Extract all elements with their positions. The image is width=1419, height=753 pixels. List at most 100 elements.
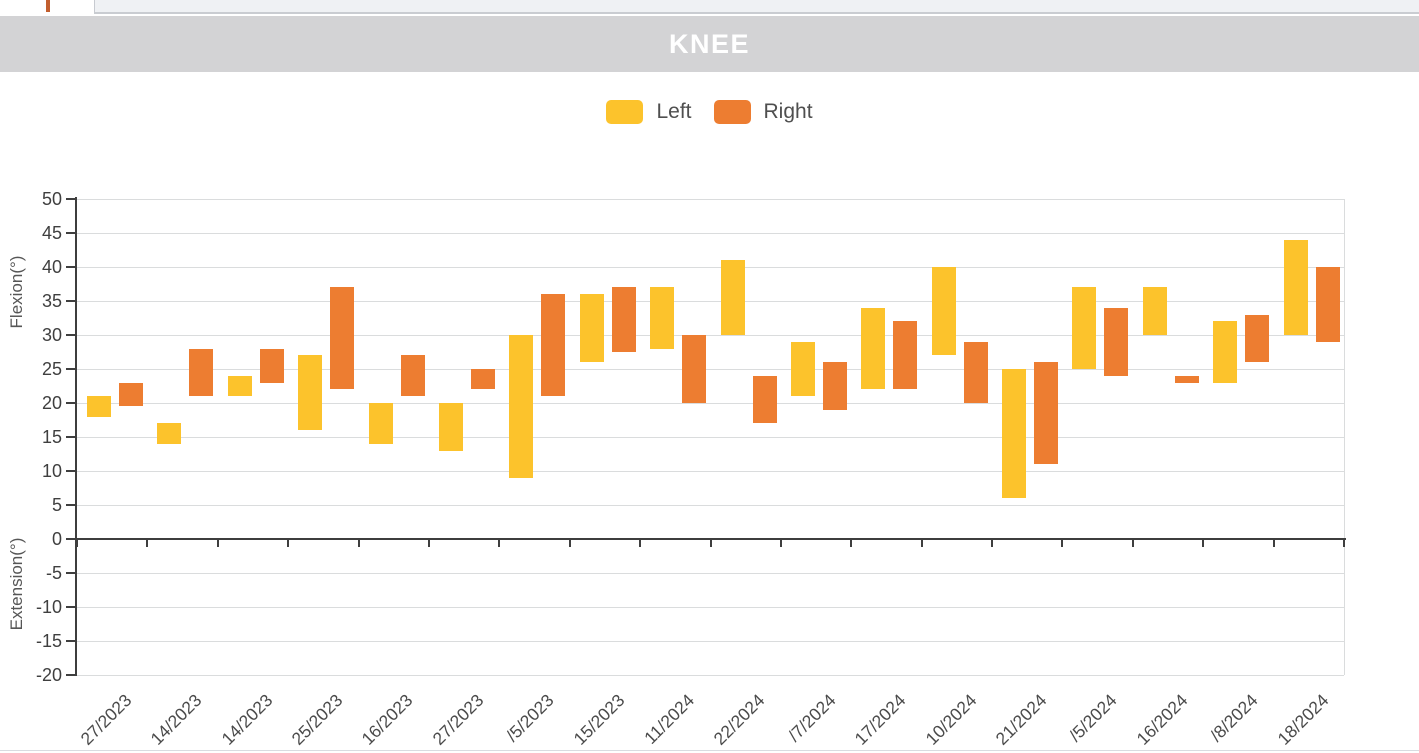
bar-left-10	[720, 260, 745, 335]
x-category-label: 27/2023	[428, 690, 488, 749]
page-bottom-divider	[0, 750, 1419, 751]
legend-swatch-right	[713, 99, 751, 124]
bar-right-12	[893, 321, 918, 390]
bar-left-6	[438, 403, 463, 451]
y-tick-0	[66, 538, 75, 540]
x-category-label: 22/2024	[709, 690, 769, 749]
gridline-5	[77, 505, 1344, 506]
y-axis-title-flexion: Flexion(°)	[7, 255, 26, 329]
browser-chrome	[0, 0, 1419, 15]
bar-left-9	[650, 287, 675, 349]
bar-right-15	[1104, 307, 1129, 376]
x-category-label: 18/2024	[1273, 690, 1332, 749]
y-tick-label: -15	[35, 631, 62, 651]
gridline-15	[77, 437, 1344, 438]
gridline-35	[77, 301, 1344, 302]
x-tick	[1131, 540, 1134, 547]
y-tick-5	[66, 504, 75, 506]
gridline-40	[77, 267, 1344, 268]
y-tick-label: 45	[41, 223, 62, 243]
y-tick-40	[66, 266, 75, 268]
x-category-label: /5/2024	[1065, 690, 1121, 746]
legend-item-right[interactable]: Right	[713, 99, 813, 124]
gridline-30	[77, 335, 1344, 336]
x-category-label: 14/2023	[217, 690, 277, 749]
gridline--5	[77, 573, 1344, 574]
x-category-label: 15/2023	[569, 690, 629, 749]
bar-left-14	[1002, 369, 1027, 499]
page-title: KNEE	[668, 29, 750, 59]
x-tick	[216, 540, 219, 547]
bar-right-3	[259, 348, 284, 383]
x-category-label: 27/2023	[76, 690, 136, 749]
gridline-45	[77, 233, 1344, 234]
y-tick-45	[66, 232, 75, 234]
bar-right-17	[1245, 314, 1270, 363]
bar-left-7	[509, 335, 534, 478]
gridline-20	[77, 403, 1344, 404]
bar-right-9	[682, 335, 707, 403]
bar-right-18	[1315, 267, 1340, 342]
y-tick-20	[66, 402, 75, 404]
bar-left-11	[790, 341, 815, 397]
x-axis-line	[75, 538, 1346, 540]
chart-legend: Left Right	[0, 99, 1419, 124]
x-category-label: 16/2024	[1132, 690, 1192, 749]
legend-item-left[interactable]: Left	[606, 99, 692, 124]
x-tick	[76, 540, 78, 547]
bar-right-13	[963, 341, 988, 403]
y-tick-label: 5	[51, 495, 62, 515]
x-tick	[146, 540, 149, 547]
x-tick	[920, 540, 923, 547]
x-tick	[779, 540, 782, 547]
x-tick	[991, 540, 994, 547]
y-tick-label: 30	[41, 325, 62, 345]
chart-title-bar: KNEE	[0, 16, 1419, 72]
browser-toolbar[interactable]	[94, 0, 1419, 14]
x-tick	[639, 540, 642, 547]
bar-left-16	[1142, 287, 1167, 335]
y-tick-label: 0	[51, 529, 62, 549]
x-tick	[568, 540, 571, 547]
x-tick	[287, 540, 290, 547]
y-tick-label: 20	[41, 393, 62, 413]
y-tick--15	[66, 640, 75, 642]
y-tick--20	[66, 674, 75, 676]
plot-right-border	[1344, 199, 1345, 675]
x-tick	[1061, 540, 1064, 547]
y-tick-10	[66, 470, 75, 472]
bar-right-1	[119, 382, 143, 407]
tab-favicon-icon	[46, 0, 50, 12]
bar-right-11	[822, 362, 847, 410]
x-tick	[427, 540, 430, 547]
x-category-label: 21/2024	[991, 690, 1051, 749]
x-tick	[850, 540, 853, 547]
x-category-label: 14/2023	[146, 690, 206, 749]
x-category-label: 17/2024	[850, 690, 910, 749]
y-tick-35	[66, 300, 75, 302]
x-tick	[709, 540, 712, 547]
bar-left-1	[87, 396, 111, 417]
y-tick-label: 40	[41, 257, 62, 277]
y-tick-label: 15	[41, 427, 62, 447]
gridline--15	[77, 641, 1344, 642]
bar-left-13	[931, 267, 956, 356]
bar-right-10	[752, 375, 777, 424]
y-tick-label: -20	[35, 665, 62, 685]
legend-label: Right	[763, 99, 813, 123]
x-category-label: /5/2023	[502, 690, 558, 746]
y-tick-25	[66, 368, 75, 370]
bar-left-15	[1072, 287, 1097, 369]
x-category-label: /8/2024	[1206, 690, 1262, 746]
y-tick-50	[66, 198, 75, 200]
gridline--10	[77, 607, 1344, 608]
y-tick-label: 10	[41, 461, 62, 481]
y-tick--5	[66, 572, 75, 574]
gridline-50	[77, 199, 1344, 200]
x-tick	[357, 540, 360, 547]
legend-swatch-left	[606, 99, 644, 124]
x-category-label: 10/2024	[921, 690, 981, 749]
gridline--20	[77, 675, 1344, 676]
x-tick	[1272, 540, 1275, 547]
